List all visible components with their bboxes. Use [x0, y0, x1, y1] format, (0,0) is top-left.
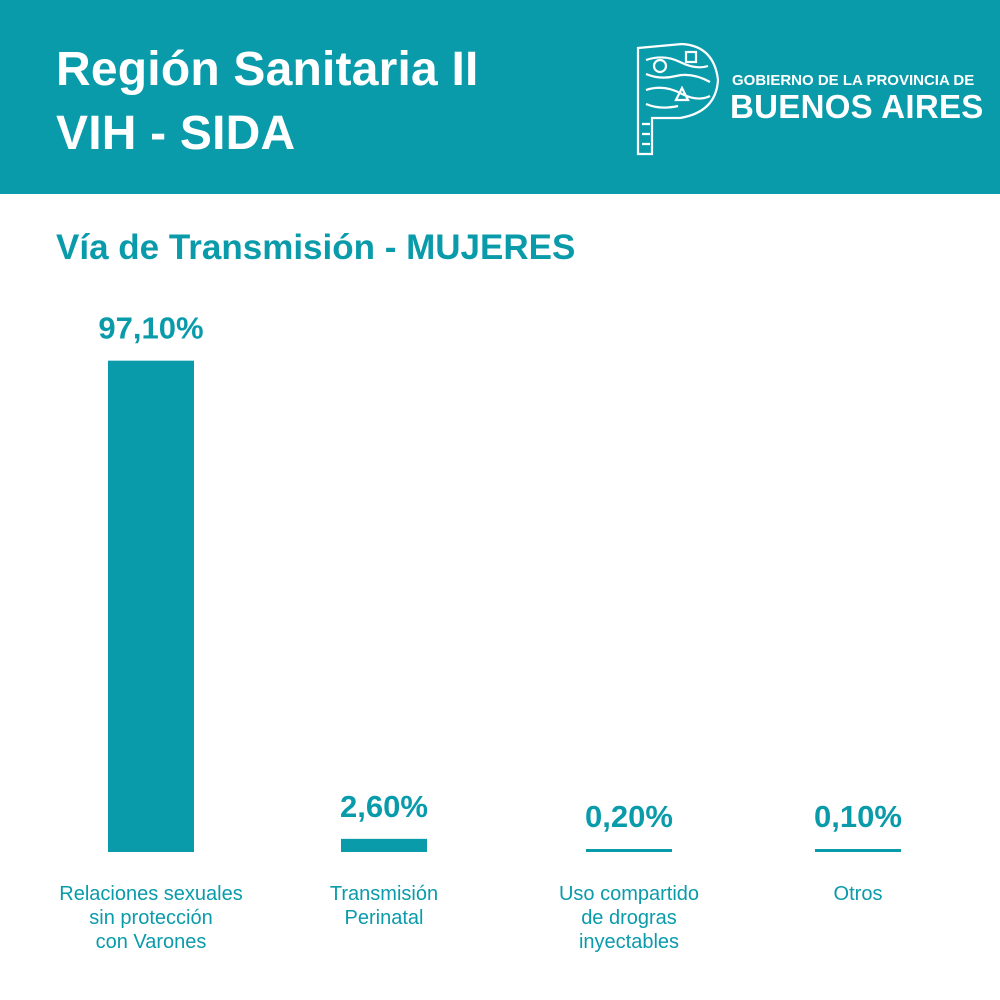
- chart-title: Vía de Transmisión - MUJERES: [56, 228, 576, 267]
- value-label-3: 0,20%: [585, 799, 673, 834]
- bar-chart: 97,10% 2,60% 0,20% 0,10%: [98, 311, 902, 852]
- bar-2: [341, 838, 427, 852]
- header-banner: Región Sanitaria II VIH - SIDA GOBIERNO …: [0, 0, 1000, 194]
- province-emblem-icon: [636, 42, 720, 156]
- government-logo: GOBIERNO DE LA PROVINCIA DE BUENOS AIRES: [630, 40, 983, 160]
- bar-1: [108, 360, 194, 852]
- page-title-topic: VIH - SIDA: [56, 107, 296, 160]
- logo-text-government: GOBIERNO DE LA PROVINCIA DE: [732, 72, 975, 89]
- bar-4: [815, 849, 901, 852]
- value-label-4: 0,10%: [814, 799, 902, 834]
- value-label-1: 97,10%: [98, 311, 203, 346]
- category-label-1: Relaciones sexuales sin protección con V…: [59, 883, 243, 953]
- category-label-2: Transmisión Perinatal: [329, 883, 439, 929]
- category-label-4: Otros: [833, 883, 883, 905]
- logo-text-province: BUENOS AIRES: [730, 88, 984, 125]
- page-title-region: Región Sanitaria II: [56, 43, 479, 96]
- value-label-2: 2,60%: [340, 789, 428, 824]
- category-label-3: Uso compartido de drogras inyectables: [558, 883, 700, 953]
- bar-3: [586, 849, 672, 852]
